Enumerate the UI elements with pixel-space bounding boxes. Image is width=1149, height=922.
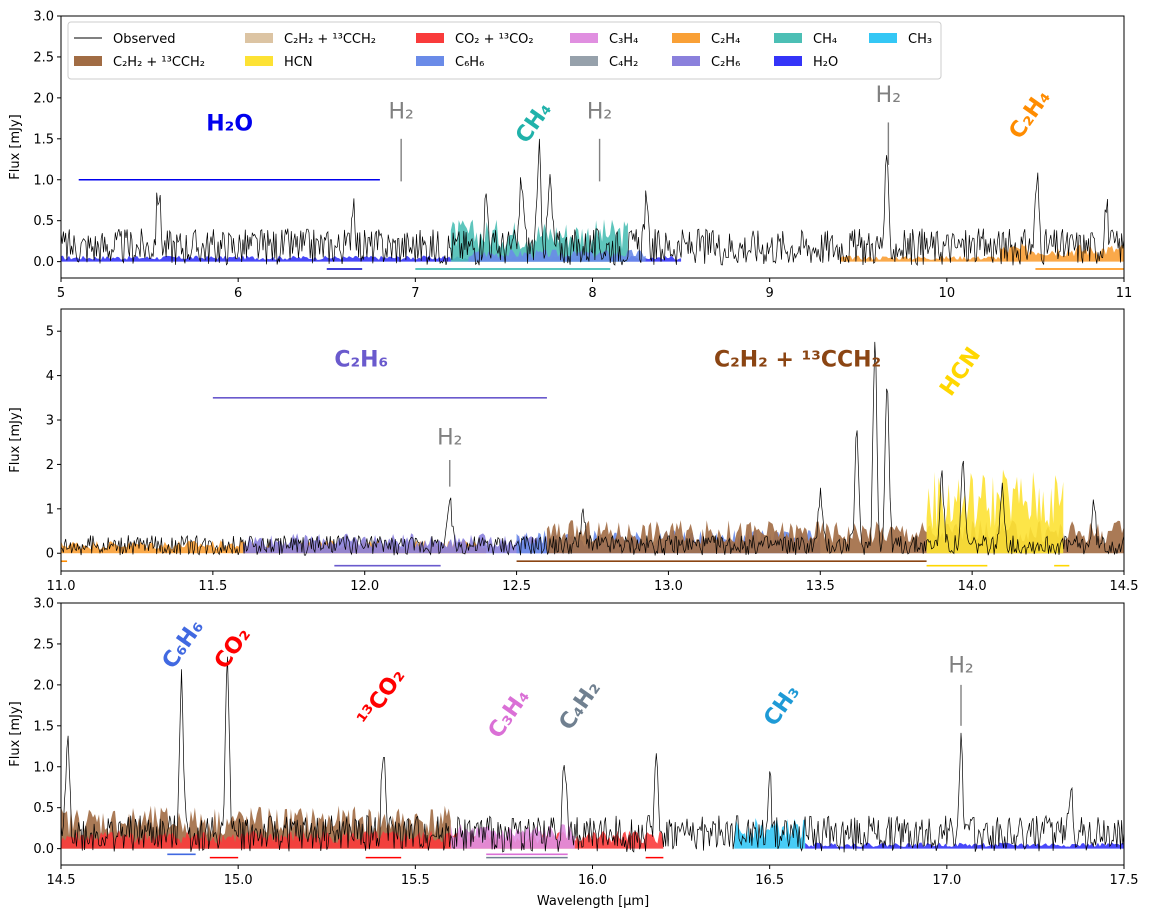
x-tick-label: 16.0	[578, 873, 607, 888]
legend-frame	[68, 22, 941, 79]
y-tick-label: 3	[46, 414, 54, 429]
y-tick-label: 2.5	[33, 637, 54, 652]
legend-label: H₂O	[813, 55, 838, 70]
x-tick-label: 12.5	[502, 579, 531, 594]
y-tick-label: 4	[46, 369, 54, 384]
x-tick-label: 13.5	[806, 579, 835, 594]
legend-label: C₂H₂ + ¹³CCH₂	[284, 32, 376, 47]
x-tick-label: 17.5	[1110, 873, 1139, 888]
h2-marker-label: H₂	[876, 83, 901, 108]
species-label: C₄H₂	[554, 676, 605, 734]
species-label: CH₃	[759, 680, 805, 731]
species-label: C₂H₄	[1004, 85, 1055, 143]
legend-swatch	[74, 56, 102, 66]
legend-swatch	[570, 33, 598, 43]
y-axis-label: Flux [mJy]	[8, 407, 23, 473]
species-label: ¹³CO₂	[353, 664, 410, 731]
x-tick-label: 8	[588, 286, 596, 301]
y-tick-label: 2.0	[33, 678, 54, 693]
legend-label: C₄H₂	[609, 55, 638, 70]
legend-swatch	[774, 56, 802, 66]
x-tick-label: 16.5	[755, 873, 784, 888]
x-tick-label: 14.0	[958, 579, 987, 594]
species-label: C₂H₆	[334, 348, 388, 373]
y-tick-label: 0.0	[33, 842, 54, 857]
y-tick-label: 1	[46, 502, 54, 517]
species-label: C₃H₄	[484, 685, 535, 743]
legend-label: C₂H₄	[711, 32, 740, 47]
model-band-hcn	[927, 470, 1064, 554]
observed-spectrum-line	[61, 139, 1124, 265]
legend-label: HCN	[284, 55, 313, 70]
x-tick-label: 17.0	[932, 873, 961, 888]
y-tick-label: 0.0	[33, 255, 54, 270]
x-tick-label: 14.5	[47, 873, 76, 888]
legend-label: CH₄	[813, 32, 837, 47]
species-label: H₂O	[206, 112, 253, 137]
model-band-c3h4	[451, 824, 575, 849]
y-tick-label: 2.5	[33, 50, 54, 65]
x-tick-label: 5	[57, 286, 65, 301]
legend-swatch	[672, 33, 700, 43]
legend-label: CO₂ + ¹³CO₂	[455, 32, 534, 47]
legend-swatch	[245, 33, 273, 43]
legend-swatch	[416, 33, 444, 43]
y-tick-label: 2	[46, 458, 54, 473]
species-label: CH₄	[511, 98, 557, 149]
x-tick-label: 12.0	[350, 579, 379, 594]
x-tick-label: 7	[411, 286, 419, 301]
legend-label: C₂H₂ + ¹³CCH₂	[113, 55, 205, 70]
legend-label: C₂H₆	[711, 55, 740, 70]
species-label: C₂H₂ + ¹³CCH₂	[714, 348, 881, 373]
h2-marker-label: H₂	[587, 99, 612, 124]
legend-label: Observed	[113, 32, 176, 47]
legend-label: C₃H₄	[609, 32, 638, 47]
species-label: HCN	[935, 343, 986, 401]
y-tick-label: 1.0	[33, 173, 54, 188]
legend-swatch	[570, 56, 598, 66]
x-tick-label: 11.5	[198, 579, 227, 594]
legend: Observed C₂H₂ + ¹³CCH₂ C₂H₂ + ¹³CCH₂ HCN CO₂…	[68, 22, 941, 79]
y-axis-label: Flux [mJy]	[8, 701, 23, 767]
x-tick-label: 13.0	[654, 579, 683, 594]
plot-area	[61, 139, 1124, 265]
x-tick-label: 6	[234, 286, 242, 301]
legend-swatch	[672, 56, 700, 66]
h2-marker-label: H₂	[388, 99, 413, 124]
x-tick-label: 11	[1116, 286, 1133, 301]
legend-swatch	[416, 56, 444, 66]
x-tick-label: 15.5	[401, 873, 430, 888]
y-tick-label: 2.0	[33, 91, 54, 106]
y-tick-label: 0.5	[33, 801, 54, 816]
x-axis-label: Wavelength [µm]	[537, 894, 649, 909]
y-tick-label: 3.0	[33, 10, 54, 25]
h2-marker-label: H₂	[437, 425, 462, 450]
y-tick-label: 3.0	[33, 597, 54, 612]
y-tick-label: 1.5	[33, 132, 54, 147]
legend-swatch	[869, 33, 897, 43]
species-label: CO₂	[210, 623, 256, 674]
y-tick-label: 1.0	[33, 760, 54, 775]
x-tick-label: 15.0	[224, 873, 253, 888]
y-axis-label: Flux [mJy]	[8, 114, 23, 180]
h2-marker-label: H₂	[948, 654, 973, 679]
species-label: C₆H₆	[158, 615, 209, 673]
x-tick-label: 9	[766, 286, 774, 301]
y-tick-label: 5	[46, 325, 54, 340]
legend-label: C₆H₆	[455, 55, 484, 70]
x-tick-label: 14.5	[1110, 579, 1139, 594]
x-tick-label: 11.0	[47, 579, 76, 594]
legend-swatch	[774, 33, 802, 43]
legend-swatch	[245, 56, 273, 66]
y-tick-label: 1.5	[33, 719, 54, 734]
panel-p3: H₂ C₆H₆ CO₂ ¹³CO₂ C₃H₄ C₄H₂ CH₃ 14.5 15.0 15.5 16.…	[8, 597, 1138, 889]
y-tick-label: 0	[46, 547, 54, 562]
y-tick-label: 0.5	[33, 214, 54, 229]
legend-label: CH₃	[908, 32, 932, 47]
x-tick-label: 10	[939, 286, 956, 301]
